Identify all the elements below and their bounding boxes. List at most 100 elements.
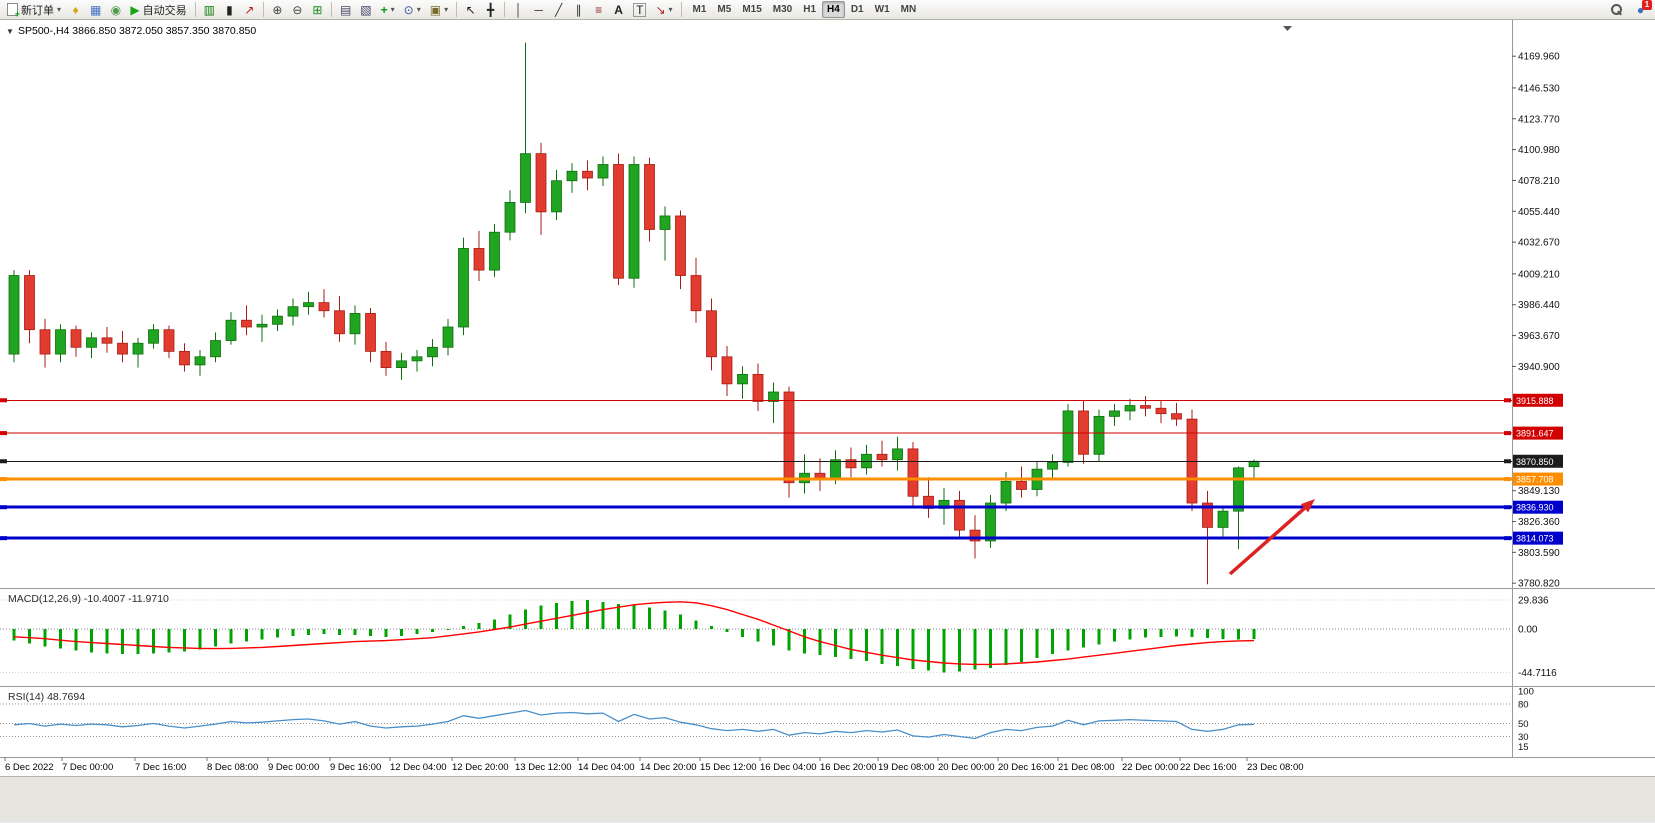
hline-3891-647[interactable]: 3891.647 <box>0 426 1563 440</box>
vertical-line-button[interactable]: │ <box>509 1 528 19</box>
market-watch-button[interactable]: ♦ <box>66 1 85 19</box>
svg-text:12 Dec 04:00: 12 Dec 04:00 <box>390 762 447 773</box>
svg-text:22 Dec 16:00: 22 Dec 16:00 <box>1180 762 1237 773</box>
arrange-windows-button[interactable]: ▤ <box>336 1 355 19</box>
price-tag-label: 3891.647 <box>1516 429 1554 439</box>
tile-windows-button[interactable]: ⊞ <box>308 1 327 19</box>
horizontal-line-button[interactable]: ─ <box>529 1 548 19</box>
svg-text:20 Dec 00:00: 20 Dec 00:00 <box>938 762 995 773</box>
svg-text:80: 80 <box>1518 700 1529 711</box>
window-bottom-strip <box>0 776 1655 822</box>
price-tag-label: 3915.888 <box>1516 396 1554 406</box>
crosshair-button[interactable]: ╋ <box>481 1 500 19</box>
hline-3870-850[interactable]: 3870.850 <box>0 454 1563 468</box>
timeframe-h1-button[interactable]: H1 <box>803 4 817 15</box>
chart-ohlc-header: SP500-,H4 3866.850 3872.050 3857.350 387… <box>18 25 256 37</box>
toolbar-separator <box>262 2 264 17</box>
price-tag <box>1513 472 1563 486</box>
account-icon: ● <box>1636 2 1645 17</box>
navigator-button[interactable]: ◉ <box>106 1 125 19</box>
svg-text:3963.670: 3963.670 <box>1518 331 1560 342</box>
clock-icon: ⊙ <box>403 2 414 17</box>
svg-text:4146.530: 4146.530 <box>1518 83 1560 94</box>
trendline-button[interactable]: ╱ <box>549 1 568 19</box>
cursor-button[interactable]: ↖ <box>461 1 480 19</box>
candlestick-icon: ▮ <box>226 2 233 17</box>
svg-text:23 Dec 08:00: 23 Dec 08:00 <box>1247 762 1304 773</box>
svg-text:7 Dec 16:00: 7 Dec 16:00 <box>135 762 186 773</box>
svg-text:4055.440: 4055.440 <box>1518 207 1560 218</box>
text-tool-button[interactable]: A <box>609 1 628 19</box>
chart-area[interactable]: 3915.888 3891.647 3870.850 3857.708 3836.930… <box>0 20 1655 776</box>
macd-axis[interactable]: 29.836 0.00 -44.7116 <box>1518 596 1557 679</box>
svg-text:30: 30 <box>1518 732 1529 743</box>
svg-text:50: 50 <box>1518 719 1529 730</box>
toolbar: 新订单 ▾ ♦ ▦ ◉ ▶ 自动交易 ▥ ▮ ↗ ⊕ ⊖ ⊞ ▤ ▧ + ▾ <box>0 0 1655 20</box>
timeframe-m1-button[interactable]: M1 <box>692 4 707 15</box>
chart-candles-button[interactable]: ▮ <box>220 1 239 19</box>
cascade-windows-icon: ▧ <box>360 2 372 17</box>
price-tag <box>1513 393 1563 407</box>
templates-icon: ▣ <box>429 2 442 17</box>
chart-background <box>0 20 1655 776</box>
svg-text:13 Dec 12:00: 13 Dec 12:00 <box>515 762 572 773</box>
hline-3836-930[interactable]: 3836.930 <box>0 500 1563 514</box>
svg-text:3803.590: 3803.590 <box>1518 548 1560 559</box>
navigator-icon: ◉ <box>110 2 122 17</box>
svg-text:4032.670: 4032.670 <box>1518 238 1560 249</box>
autotrading-play-icon: ▶ <box>130 2 140 17</box>
new-order-button[interactable]: 新订单 ▾ <box>3 1 65 19</box>
svg-text:6 Dec 2022: 6 Dec 2022 <box>5 762 54 773</box>
svg-text:9 Dec 16:00: 9 Dec 16:00 <box>330 762 381 773</box>
notification-badge: 1 <box>1642 0 1652 10</box>
templates-button[interactable]: ▣ ▾ <box>426 1 452 19</box>
price-tag <box>1513 426 1563 440</box>
text-label-button[interactable]: T <box>629 1 650 19</box>
svg-text:-44.7116: -44.7116 <box>1518 668 1557 679</box>
period-button[interactable]: ⊙ ▾ <box>400 1 425 19</box>
chevron-down-icon: ▾ <box>444 4 449 14</box>
indicators-button[interactable]: + ▾ <box>377 1 399 19</box>
notifications-button[interactable]: ● 1 <box>1631 0 1652 19</box>
chart-bars-button[interactable]: ▥ <box>200 1 219 19</box>
arrows-tool-button[interactable]: ↘ ▾ <box>651 1 676 19</box>
price-axis[interactable]: 4169.960 4146.530 4123.770 4100.980 4078.210… <box>1512 52 1560 590</box>
svg-text:4009.210: 4009.210 <box>1518 269 1560 280</box>
zoom-in-button[interactable]: ⊕ <box>268 1 287 19</box>
timeframe-w1-button[interactable]: W1 <box>874 4 890 15</box>
timeframe-mn-button[interactable]: MN <box>900 4 917 15</box>
trendline-icon: ╱ <box>554 2 563 17</box>
svg-text:4078.210: 4078.210 <box>1518 176 1560 187</box>
autotrading-button[interactable]: ▶ 自动交易 <box>126 1 190 19</box>
svg-text:16 Dec 04:00: 16 Dec 04:00 <box>760 762 817 773</box>
zoom-out-button[interactable]: ⊖ <box>288 1 307 19</box>
channel-button[interactable]: ∥ <box>569 1 588 19</box>
chevron-down-icon: ▾ <box>57 4 62 14</box>
timeframe-m15-button[interactable]: M15 <box>742 4 762 15</box>
hline-3915-888[interactable]: 3915.888 <box>0 393 1563 407</box>
horizontal-line-icon: ─ <box>534 2 543 17</box>
price-tag-label: 3870.850 <box>1516 457 1554 467</box>
chart-line-button[interactable]: ↗ <box>240 1 259 19</box>
channel-icon: ∥ <box>575 2 582 17</box>
hline-3857-708[interactable]: 3857.708 <box>0 472 1563 486</box>
timeframe-m5-button[interactable]: M5 <box>717 4 732 15</box>
data-window-button[interactable]: ▦ <box>86 1 105 19</box>
hline-3814-073[interactable]: 3814.073 <box>0 531 1563 545</box>
svg-text:3986.440: 3986.440 <box>1518 300 1560 311</box>
trend-arrow-annotation[interactable] <box>1228 499 1315 576</box>
chart-collapse-icon[interactable]: ▼ <box>6 27 14 36</box>
chart-shift-marker[interactable] <box>1283 26 1292 31</box>
cascade-windows-button[interactable]: ▧ <box>356 1 375 19</box>
timeframe-h4-button[interactable]: H4 <box>822 1 845 18</box>
svg-text:100: 100 <box>1518 687 1534 698</box>
rsi-level-lines <box>0 703 1512 737</box>
time-axis[interactable]: 6 Dec 2022 7 Dec 00:00 7 Dec 16:00 8 Dec 08… <box>4 757 1304 773</box>
timeframe-d1-button[interactable]: D1 <box>850 4 864 15</box>
timeframe-m30-button[interactable]: M30 <box>772 4 793 15</box>
search-button[interactable] <box>1606 1 1627 19</box>
toolbar-separator <box>194 2 196 17</box>
svg-text:3826.360: 3826.360 <box>1518 517 1560 528</box>
fibonacci-button[interactable]: ≡ <box>589 1 608 19</box>
